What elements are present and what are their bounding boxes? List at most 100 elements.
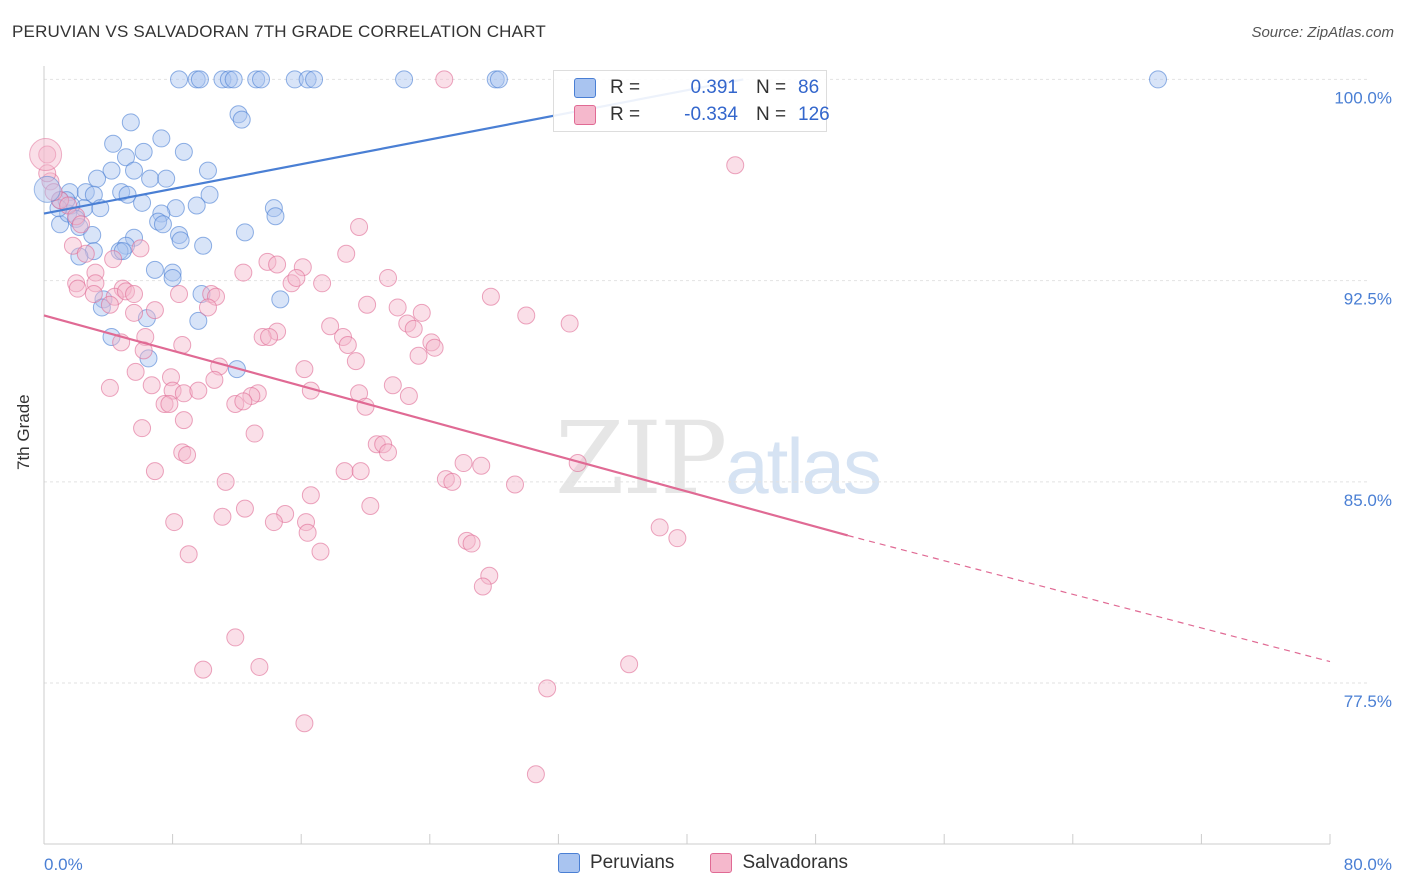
data-point — [454, 454, 473, 473]
data-point — [84, 285, 103, 304]
chart-title: PERUVIAN VS SALVADORAN 7TH GRADE CORRELA… — [12, 22, 546, 41]
data-point — [125, 285, 144, 304]
data-point — [63, 236, 82, 255]
data-point — [481, 287, 500, 306]
data-point — [337, 244, 356, 263]
data-point — [252, 70, 271, 89]
data-point — [104, 250, 123, 269]
data-point — [298, 523, 317, 542]
data-point — [361, 496, 380, 515]
data-point — [219, 70, 238, 89]
data-point — [399, 386, 418, 405]
legend-r-label: R = — [610, 77, 641, 98]
watermark: ZIPatlas — [555, 400, 882, 517]
legend-item-peruvians[interactable]: Peruvians — [557, 852, 675, 874]
legend-r-value: 0.391 — [690, 77, 738, 98]
data-point — [190, 70, 209, 89]
data-point — [462, 534, 481, 553]
data-point — [131, 239, 150, 258]
data-point — [178, 446, 197, 464]
data-point — [174, 142, 193, 161]
legend-swatch-peruvians — [557, 853, 580, 873]
data-point — [226, 628, 245, 647]
data-point — [153, 215, 172, 234]
data-point — [264, 513, 283, 532]
data-point — [174, 384, 193, 403]
data-point — [295, 714, 314, 733]
data-point — [83, 226, 102, 245]
data-point — [141, 169, 160, 188]
series-legend: Peruvians Salvadorans — [0, 852, 1406, 874]
data-point — [224, 70, 243, 89]
data-point — [152, 129, 171, 148]
data-point — [517, 306, 536, 325]
data-point — [412, 303, 431, 322]
x-tick-label: 0.0% — [44, 855, 83, 874]
data-point — [116, 148, 135, 167]
legend-n-value: 86 — [798, 77, 820, 98]
data-point — [472, 456, 491, 475]
data-point — [163, 268, 182, 287]
data-point — [505, 475, 524, 494]
legend-item-salvadorans[interactable]: Salvadorans — [710, 852, 848, 874]
data-point — [298, 70, 317, 89]
data-point — [202, 285, 221, 304]
data-point — [145, 260, 164, 279]
data-point — [198, 161, 217, 180]
data-point — [250, 657, 269, 676]
data-point — [313, 274, 332, 293]
data-point — [235, 499, 254, 518]
data-point — [650, 518, 669, 537]
data-point — [165, 513, 184, 532]
y-tick-label: 92.5% — [1344, 290, 1392, 309]
data-point — [76, 244, 95, 263]
legend-row-peruvians: R = 0.391 N = 86 — [574, 75, 819, 101]
data-point — [295, 360, 314, 379]
data-point — [189, 311, 208, 330]
watermark-left: ZIP — [555, 400, 727, 517]
data-point — [321, 317, 340, 336]
source-label: Source: ZipAtlas.com — [1251, 24, 1394, 41]
data-point — [425, 338, 444, 357]
data-point — [179, 545, 198, 564]
legend-r-label: R = — [610, 104, 641, 125]
data-point — [293, 258, 312, 277]
data-point — [301, 486, 320, 505]
data-point — [404, 319, 423, 338]
data-point — [234, 263, 253, 282]
data-point — [189, 381, 208, 400]
data-point — [145, 462, 164, 481]
data-point — [71, 215, 90, 234]
data-point — [155, 395, 174, 414]
data-point — [560, 314, 579, 333]
data-point — [68, 279, 87, 298]
data-point — [388, 298, 407, 317]
data-point — [213, 507, 232, 526]
data-point — [526, 765, 545, 784]
data-point — [149, 212, 168, 231]
data-point — [100, 295, 119, 314]
data-point — [435, 70, 454, 89]
data-point — [271, 290, 290, 309]
watermark-right: atlas — [725, 422, 882, 510]
data-point — [351, 462, 370, 481]
data-point — [102, 161, 121, 180]
data-point — [142, 376, 161, 395]
data-point — [287, 268, 306, 287]
data-point — [157, 169, 176, 188]
data-point — [29, 138, 63, 172]
legend-label-peruvians: Peruvians — [589, 852, 675, 873]
y-tick-label: 77.5% — [1344, 692, 1392, 711]
data-point — [285, 70, 304, 89]
data-point — [133, 419, 152, 438]
data-point — [1148, 70, 1167, 89]
legend-r-value: -0.334 — [684, 104, 738, 125]
trend-line-extension — [847, 534, 1331, 663]
data-point — [338, 336, 357, 355]
y-tick-label: 85.0% — [1344, 491, 1392, 510]
data-point — [125, 161, 144, 180]
data-point — [88, 169, 107, 188]
data-point — [163, 263, 182, 282]
data-point — [268, 255, 287, 274]
